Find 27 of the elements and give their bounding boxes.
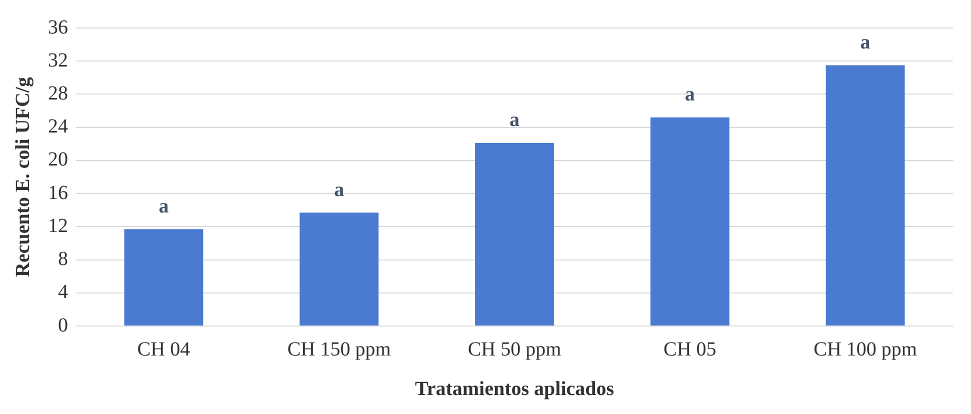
- x-tick-label: CH 04: [137, 338, 190, 360]
- y-tick-label: 16: [48, 182, 68, 204]
- y-tick-label: 32: [48, 49, 68, 72]
- x-tick-label: CH 05: [664, 338, 716, 360]
- bar: [124, 229, 204, 326]
- annotation: a: [510, 109, 520, 132]
- y-tick-label: 12: [48, 214, 68, 237]
- annotation: a: [860, 31, 870, 54]
- annotation: a: [158, 195, 169, 218]
- y-tick-label: 4: [58, 281, 68, 304]
- y-tick-label: 28: [48, 82, 68, 104]
- x-tick-label: CH 50 ppm: [468, 338, 562, 360]
- bar: [475, 143, 554, 326]
- annotation: a: [684, 84, 695, 106]
- y-tick-label: 24: [48, 116, 68, 138]
- bar: [300, 212, 379, 326]
- x-tick-label: CH 100 ppm: [814, 338, 918, 360]
- bar: [826, 65, 905, 326]
- annotation: a: [334, 178, 344, 201]
- y-tick-label: 36: [48, 16, 68, 38]
- x-axis-title: Tratamientos aplicados: [414, 378, 614, 400]
- y-tick-label: 8: [58, 248, 68, 270]
- y-axis-title: Recuento E. coli UFC/g: [12, 77, 34, 277]
- y-tick-label: 0: [58, 314, 68, 336]
- x-tick-label: CH 150 ppm: [287, 338, 392, 360]
- y-tick-label: 20: [48, 148, 68, 171]
- bar: [650, 117, 730, 326]
